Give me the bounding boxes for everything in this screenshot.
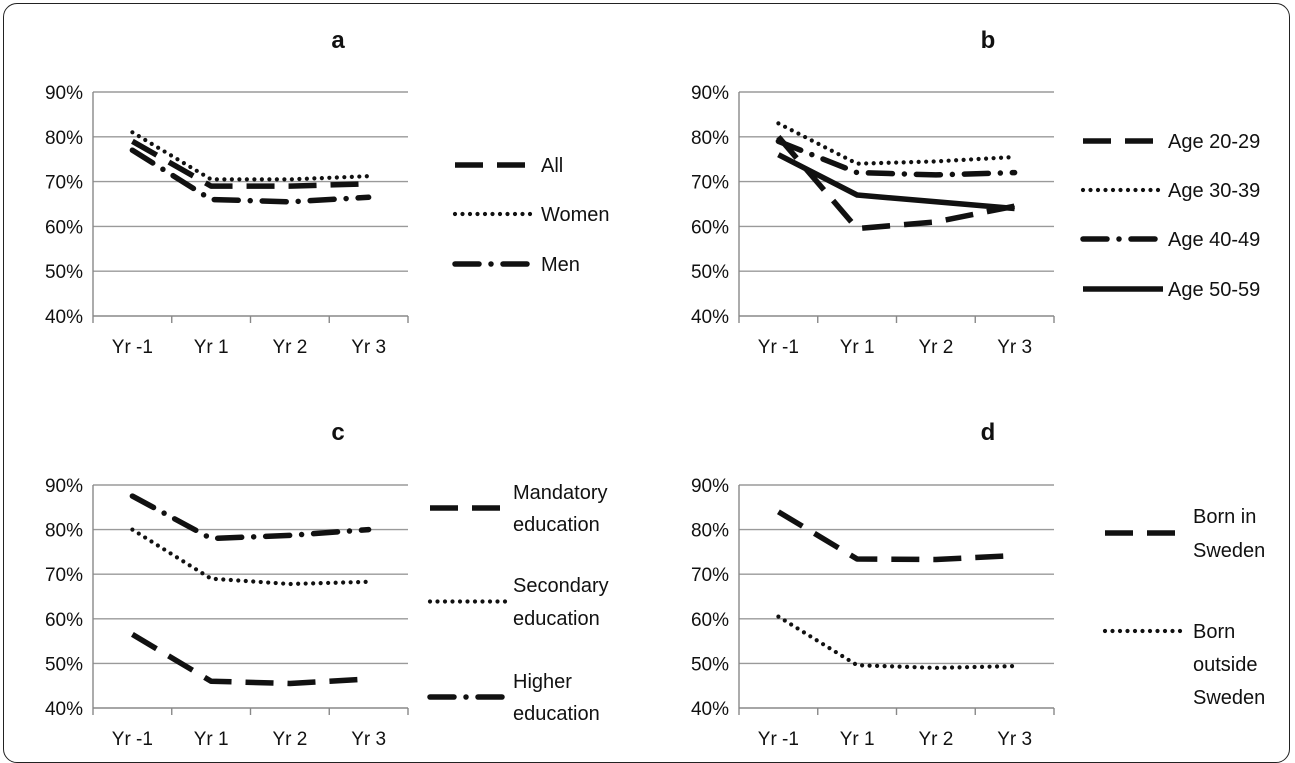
x-tick-label: Yr -1: [758, 729, 799, 750]
y-tick-label: 80%: [45, 521, 83, 542]
legend-label: Age 20-29: [1168, 131, 1260, 153]
x-tick-label: Yr 1: [840, 729, 875, 750]
legend-label: Higher: [513, 671, 572, 693]
series-line-men: [132, 150, 368, 202]
y-tick-label: 40%: [691, 307, 729, 328]
x-tick-label: Yr -1: [112, 337, 153, 358]
x-tick-label: Yr 2: [272, 337, 307, 358]
y-tick-label: 60%: [691, 217, 729, 238]
panel-title: a: [331, 27, 345, 54]
panel-title: c: [331, 419, 344, 446]
legend-label: Secondary: [513, 575, 609, 597]
y-tick-label: 90%: [691, 83, 729, 104]
panel-title: d: [981, 419, 996, 446]
y-tick-label: 90%: [45, 476, 83, 497]
legend-label: education: [513, 608, 600, 630]
y-tick-label: 40%: [45, 307, 83, 328]
y-tick-label: 40%: [691, 699, 729, 720]
panel-d: d 40% 50% 60% 70% 80% 90% Yr -1 Yr 1 Yr 2 Yr 3 Born…: [691, 419, 1265, 750]
y-tick-label: 50%: [45, 654, 83, 675]
y-tick-label: 80%: [691, 128, 729, 149]
series-line-secondary-education: [132, 530, 368, 584]
panel-c: c 40% 50% 60% 70% 80% 90% Yr -1 Yr 1 Yr 2 Yr 3 Mand…: [45, 419, 609, 750]
y-tick-label: 40%: [45, 699, 83, 720]
series-line-women: [132, 132, 368, 179]
x-tick-label: Yr 1: [194, 337, 229, 358]
panel-title: b: [981, 27, 996, 54]
series-line-born-outside-sweden: [778, 617, 1014, 668]
legend-label: Mandatory: [513, 482, 608, 504]
legend-label: All: [541, 155, 563, 177]
legend-label: Age 40-49: [1168, 229, 1260, 251]
series-line-mandatory-education: [132, 634, 368, 683]
x-tick-label: Yr 1: [840, 337, 875, 358]
legend-label: outside: [1193, 654, 1258, 676]
legend-label: education: [513, 514, 600, 536]
series-line-age-20-29: [778, 137, 1014, 229]
legend-label: Sweden: [1193, 687, 1265, 709]
legend-label: Age 30-39: [1168, 180, 1260, 202]
x-tick-label: Yr -1: [112, 729, 153, 750]
series-line-higher-education: [132, 496, 368, 538]
x-tick-label: Yr 3: [997, 729, 1032, 750]
legend-label: Age 50-59: [1168, 279, 1260, 301]
y-tick-label: 80%: [45, 128, 83, 149]
x-tick-label: Yr 3: [351, 337, 386, 358]
y-tick-label: 50%: [691, 262, 729, 283]
y-tick-label: 70%: [45, 565, 83, 586]
y-tick-label: 90%: [691, 476, 729, 497]
x-tick-label: Yr -1: [758, 337, 799, 358]
legend-label: Sweden: [1193, 540, 1265, 562]
series-line-born-in-sweden: [778, 512, 1014, 560]
legend-label: education: [513, 703, 600, 725]
y-tick-label: 60%: [691, 610, 729, 631]
x-tick-label: Yr 2: [918, 337, 953, 358]
y-tick-label: 50%: [691, 654, 729, 675]
y-tick-label: 50%: [45, 262, 83, 283]
y-tick-label: 80%: [691, 521, 729, 542]
legend-label: Men: [541, 254, 580, 276]
y-tick-label: 60%: [45, 217, 83, 238]
x-tick-label: Yr 3: [997, 337, 1032, 358]
y-tick-label: 70%: [691, 565, 729, 586]
panel-a: a 40% 50% 60% 70% 80% 90% Yr -1 Yr 1 Yr 2 Yr 3 All W…: [45, 27, 610, 358]
x-tick-label: Yr 3: [351, 729, 386, 750]
x-tick-label: Yr 2: [272, 729, 307, 750]
x-tick-label: Yr 2: [918, 729, 953, 750]
series-line-age-30-39: [778, 123, 1014, 163]
legend-label: Born in: [1193, 506, 1256, 528]
panel-b: b 40% 50% 60% 70% 80% 90% Yr -1 Yr 1 Yr 2 Yr 3 Age …: [691, 27, 1260, 358]
series-line-all: [132, 141, 368, 186]
legend-label: Women: [541, 204, 610, 226]
y-tick-label: 70%: [45, 173, 83, 194]
x-tick-label: Yr 1: [194, 729, 229, 750]
legend-label: Born: [1193, 621, 1235, 643]
y-tick-label: 90%: [45, 83, 83, 104]
y-tick-label: 60%: [45, 610, 83, 631]
y-tick-label: 70%: [691, 173, 729, 194]
